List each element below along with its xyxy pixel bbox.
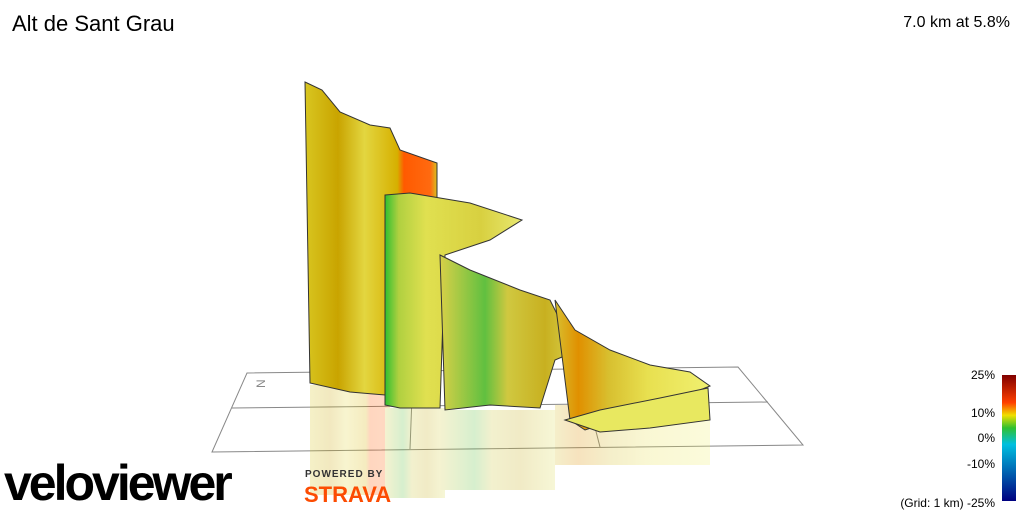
logo: veloviewer bbox=[4, 455, 232, 511]
elevation-ribbon bbox=[304, 81, 712, 433]
legend-label: (Grid: 1 km) -25% bbox=[900, 496, 995, 510]
legend-label: -10% bbox=[967, 457, 995, 471]
legend-label: 25% bbox=[971, 368, 995, 382]
title: Alt de Sant Grau bbox=[12, 11, 175, 36]
powered-by: POWERED BY bbox=[305, 469, 383, 480]
reflection bbox=[310, 385, 710, 498]
legend-label: 0% bbox=[978, 431, 996, 445]
branding: veloviewer POWERED BY STRAVA bbox=[4, 455, 391, 511]
gradient-legend: 25% 10% 0% -10% (Grid: 1 km) -25% bbox=[900, 368, 1016, 510]
compass: N bbox=[254, 379, 268, 388]
strava: STRAVA bbox=[304, 482, 391, 507]
stats: 7.0 km at 5.8% bbox=[903, 14, 1010, 31]
legend-label: 10% bbox=[971, 406, 995, 420]
